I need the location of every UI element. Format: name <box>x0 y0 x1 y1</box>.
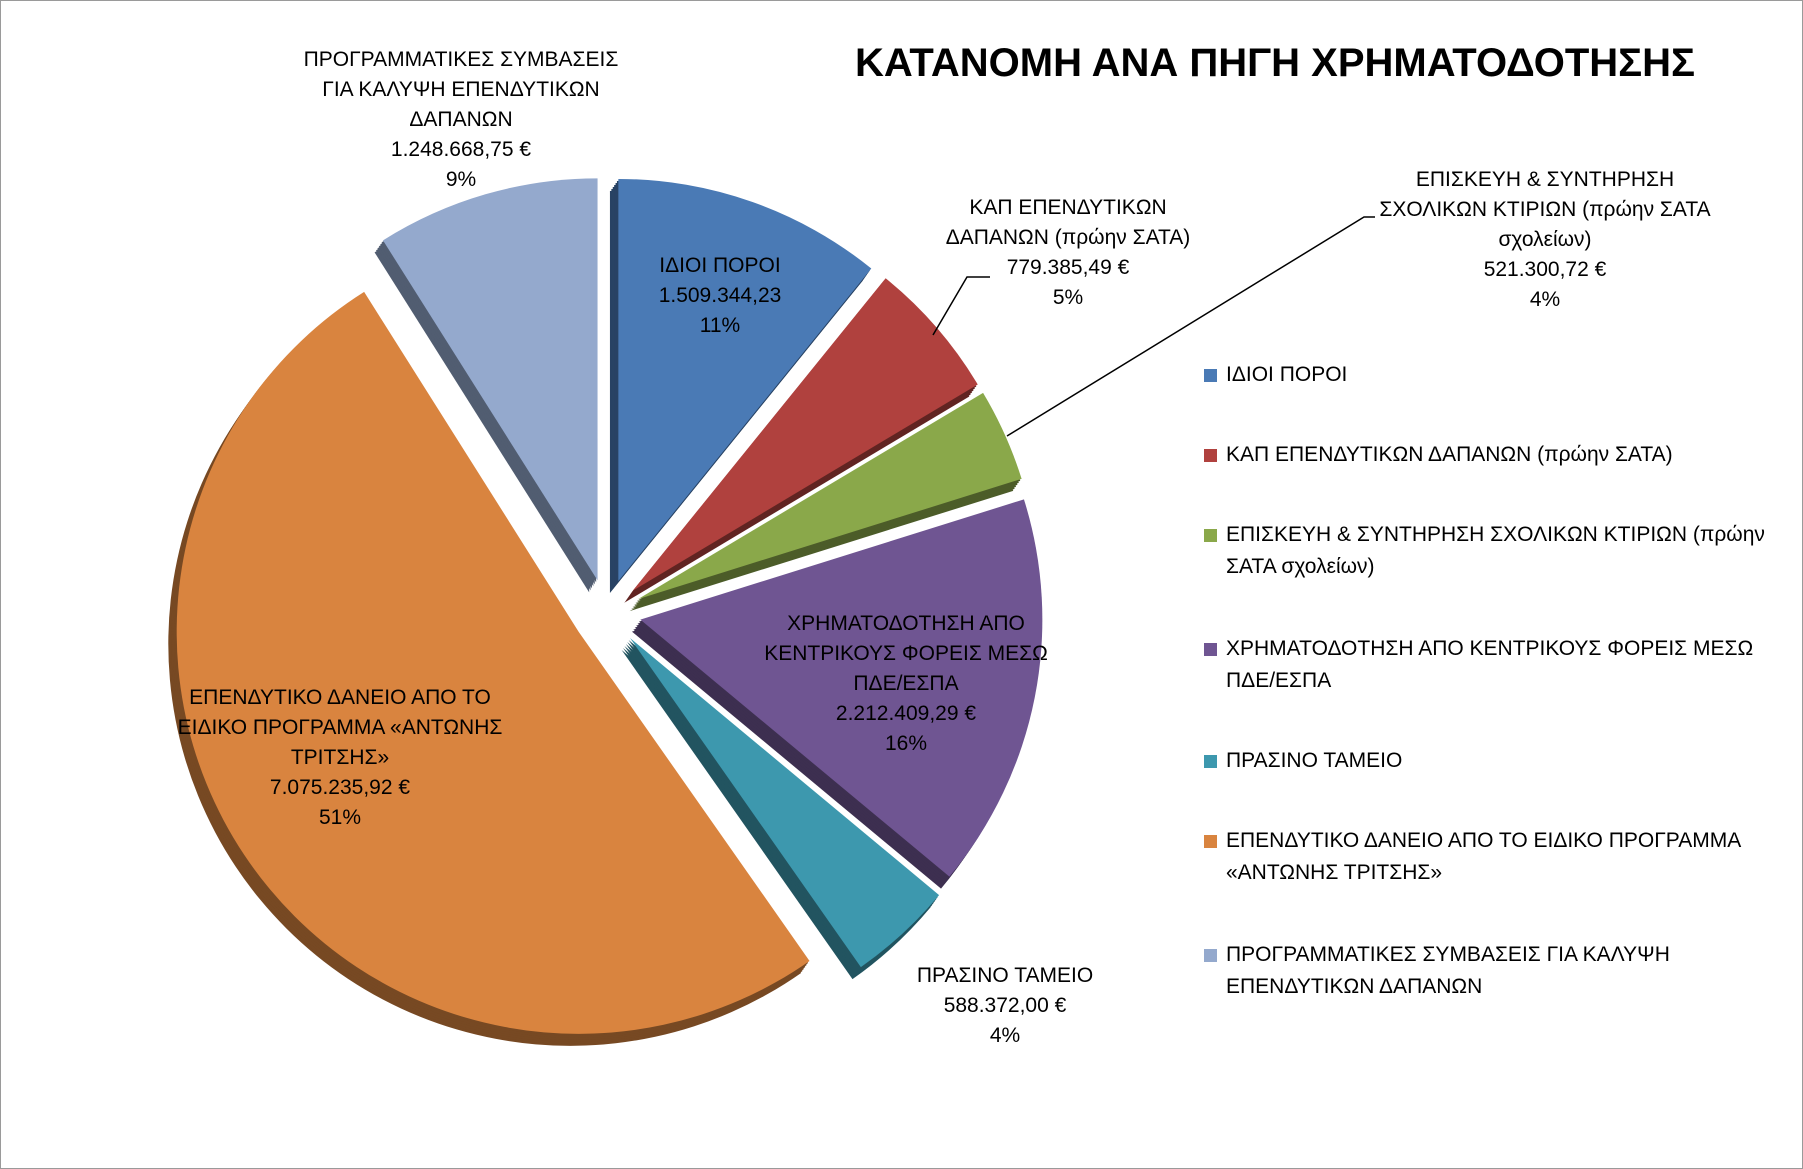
legend-swatch <box>1204 369 1217 382</box>
legend-swatch <box>1204 835 1217 848</box>
legend-label: ΠΡΑΣΙΝΟ ΤΑΜΕΙΟ <box>1226 749 1403 772</box>
data-label: ΕΠΙΣΚΕΥΗ & ΣΥΝΤΗΡΗΣΗ ΣΧΟΛΙΚΩΝ ΚΤΙΡΙΩΝ (π… <box>1375 165 1715 315</box>
label-percent: 51% <box>318 806 362 829</box>
label-name: ΧΡΗΜΑΤΟΔΟΤΗΣΗ ΑΠΟ ΚΕΝΤΡΙΚΟΥΣ ΦΟΡΕΙΣ ΜΕΣΩ… <box>764 612 1048 695</box>
slice <box>382 178 598 581</box>
legend-entry: ΙΔΙΟΙ ΠΟΡΟΙ <box>1204 359 1784 391</box>
legend-swatch <box>1204 529 1217 542</box>
chart-title: ΚΑΤΑΝΟΜΗ ΑΝΑ ΠΗΓΗ ΧΡΗΜΑΤΟΔΟΤΗΣΗΣ <box>854 41 1696 85</box>
legend: ΙΔΙΟΙ ΠΟΡΟΙ ΚΑΠ ΕΠΕΝΔΥΤΙΚΩΝ ΔΑΠΑΝΩΝ (πρώη… <box>1204 359 1784 1003</box>
leader-line <box>932 276 990 336</box>
leader-line <box>1006 216 1375 437</box>
legend-swatch <box>1204 755 1217 768</box>
slice <box>632 278 978 591</box>
legend-entry: ΧΡΗΜΑΤΟΔΟΤΗΣΗ ΑΠΟ ΚΕΝΤΡΙΚΟΥΣ ΦΟΡΕΙΣ ΜΕΣΩ… <box>1204 633 1784 697</box>
slice <box>638 392 1022 600</box>
slice <box>176 291 810 1034</box>
data-label: ΠΡΟΓΡΑΜΜΑΤΙΚΕΣ ΣΥΜΒΑΣΕΙΣ ΓΙΑ ΚΑΛΥΨΗ ΕΠΕΝ… <box>296 45 626 195</box>
legend-label: ΠΡΟΓΡΑΜΜΑΤΙΚΕΣ ΣΥΜΒΑΣΕΙΣ ΓΙΑ ΚΑΛΥΨΗ ΕΠΕΝ… <box>1226 943 1670 998</box>
label-value: 7.075.235,92 € <box>269 776 411 799</box>
label-value: 2.212.409,29 € <box>835 702 977 725</box>
label-percent: 16% <box>884 732 928 755</box>
label-percent: 4% <box>1529 288 1561 311</box>
legend-entry: ΕΠΕΝΔΥΤΙΚΟ ΔΑΝΕΙΟ ΑΠΟ ΤΟ ΕΙΔΙΚΟ ΠΡΟΓΡΑΜΜ… <box>1204 825 1784 889</box>
legend-label: ΙΔΙΟΙ ΠΟΡΟΙ <box>1226 363 1348 386</box>
legend-label: ΧΡΗΜΑΤΟΔΟΤΗΣΗ ΑΠΟ ΚΕΝΤΡΙΚΟΥΣ ΦΟΡΕΙΣ ΜΕΣΩ… <box>1226 637 1754 692</box>
data-label: ΧΡΗΜΑΤΟΔΟΤΗΣΗ ΑΠΟ ΚΕΝΤΡΙΚΟΥΣ ΦΟΡΕΙΣ ΜΕΣΩ… <box>756 609 1056 759</box>
label-name: ΚΑΠ ΕΠΕΝΔΥΤΙΚΩΝ ΔΑΠΑΝΩΝ (πρώην ΣΑΤΑ) <box>945 196 1191 249</box>
legend-entry: ΠΡΑΣΙΝΟ ΤΑΜΕΙΟ <box>1204 745 1784 777</box>
legend-entry: ΚΑΠ ΕΠΕΝΔΥΤΙΚΩΝ ΔΑΠΑΝΩΝ (πρώην ΣΑΤΑ) <box>1204 439 1784 471</box>
legend-entry: ΕΠΙΣΚΕΥΗ & ΣΥΝΤΗΡΗΣΗ ΣΧΟΛΙΚΩΝ ΚΤΙΡΙΩΝ (π… <box>1204 519 1784 583</box>
label-value: 779.385,49 € <box>1006 256 1130 279</box>
data-label: ΠΡΑΣΙΝΟ ΤΑΜΕΙΟ 588.372,00 € 4% <box>875 961 1135 1051</box>
legend-swatch <box>1204 449 1217 462</box>
legend-swatch <box>1204 643 1217 656</box>
slice-tops <box>176 178 1043 1034</box>
label-value: 1.509.344,23 <box>658 284 782 307</box>
label-name: ΕΠΙΣΚΕΥΗ & ΣΥΝΤΗΡΗΣΗ ΣΧΟΛΙΚΩΝ ΚΤΙΡΙΩΝ (π… <box>1379 168 1711 251</box>
label-name: ΠΡΟΓΡΑΜΜΑΤΙΚΕΣ ΣΥΜΒΑΣΕΙΣ ΓΙΑ ΚΑΛΥΨΗ ΕΠΕΝ… <box>303 48 619 131</box>
label-percent: 11% <box>699 314 741 337</box>
legend-entry: ΠΡΟΓΡΑΜΜΑΤΙΚΕΣ ΣΥΜΒΑΣΕΙΣ ΓΙΑ ΚΑΛΥΨΗ ΕΠΕΝ… <box>1204 939 1784 1003</box>
data-label: ΚΑΠ ΕΠΕΝΔΥΤΙΚΩΝ ΔΑΠΑΝΩΝ (πρώην ΣΑΤΑ) 779.… <box>918 193 1218 313</box>
legend-label: ΕΠΕΝΔΥΤΙΚΟ ΔΑΝΕΙΟ ΑΠΟ ΤΟ ΕΙΔΙΚΟ ΠΡΟΓΡΑΜΜ… <box>1226 829 1741 884</box>
slice <box>618 178 872 581</box>
legend-label: ΚΑΠ ΕΠΕΝΔΥΤΙΚΩΝ ΔΑΠΑΝΩΝ (πρώην ΣΑΤΑ) <box>1226 443 1673 466</box>
label-percent: 5% <box>1052 286 1084 309</box>
label-value: 588.372,00 € <box>943 994 1067 1017</box>
slice <box>630 638 940 968</box>
label-value: 1.248.668,75 € <box>390 138 532 161</box>
data-label: ΕΠΕΝΔΥΤΙΚΟ ΔΑΝΕΙΟ ΑΠΟ ΤΟ ΕΙΔΙΚΟ ΠΡΟΓΡΑΜΜ… <box>160 683 520 833</box>
legend-swatch <box>1204 949 1217 962</box>
label-name: ΠΡΑΣΙΝΟ ΤΑΜΕΙΟ <box>916 964 1094 987</box>
slices <box>168 178 1043 1046</box>
legend-label: ΕΠΙΣΚΕΥΗ & ΣΥΝΤΗΡΗΣΗ ΣΧΟΛΙΚΩΝ ΚΤΙΡΙΩΝ (π… <box>1226 523 1765 578</box>
label-name: ΕΠΕΝΔΥΤΙΚΟ ΔΑΝΕΙΟ ΑΠΟ ΤΟ ΕΙΔΙΚΟ ΠΡΟΓΡΑΜΜ… <box>177 686 503 769</box>
label-percent: 4% <box>989 1024 1021 1047</box>
label-value: 521.300,72 € <box>1483 258 1607 281</box>
slice <box>640 499 1043 877</box>
data-label: ΙΔΙΟΙ ΠΟΡΟΙ 1.509.344,23 11% <box>610 251 830 341</box>
label-percent: 9% <box>445 168 477 191</box>
label-name: ΙΔΙΟΙ ΠΟΡΟΙ <box>659 254 781 277</box>
